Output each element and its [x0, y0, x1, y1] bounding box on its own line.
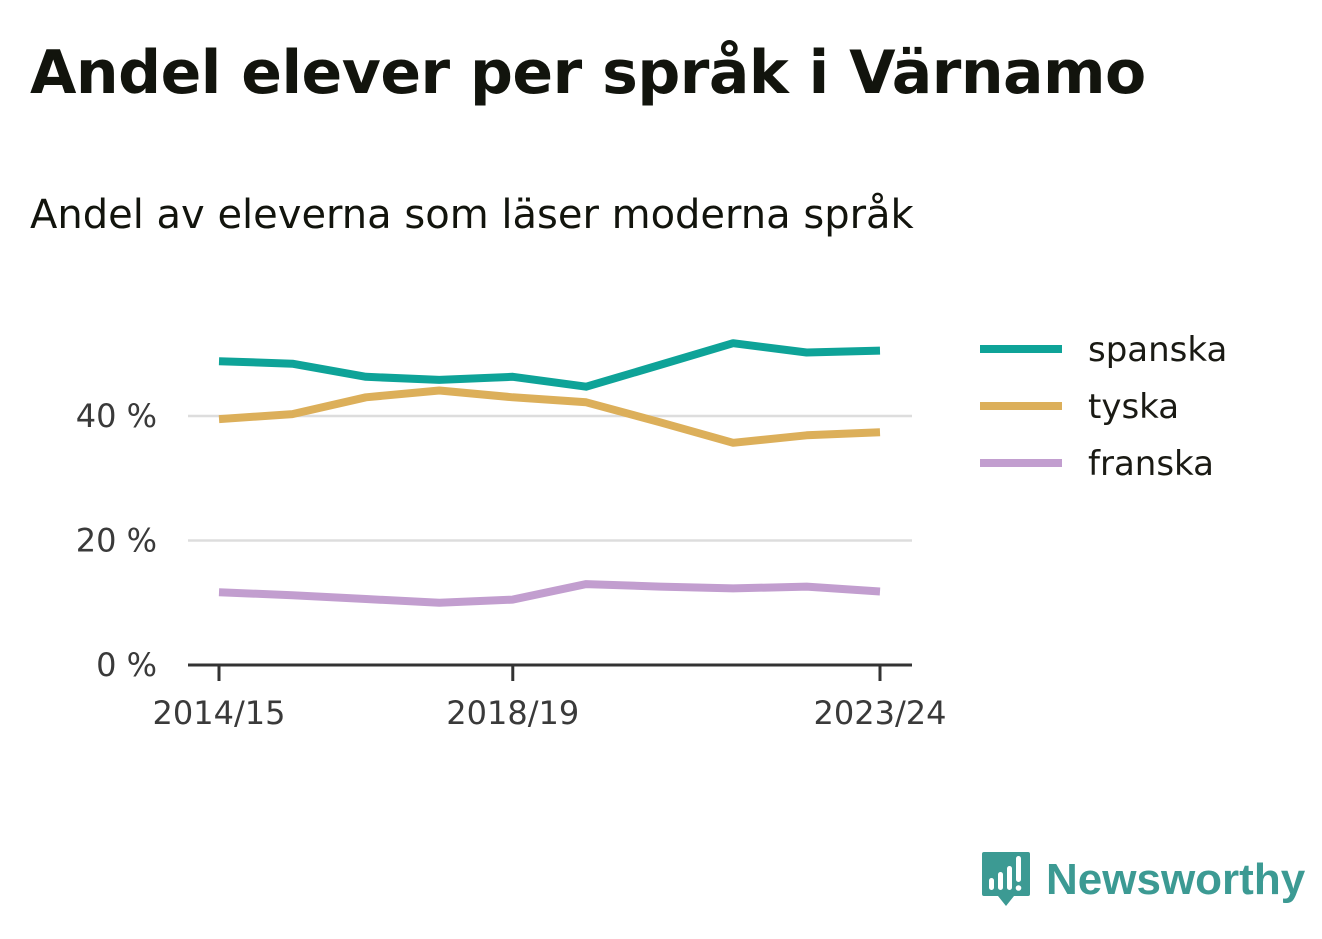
- legend: spanska tyska franska: [980, 330, 1227, 484]
- series-line-tyska: [218, 386, 881, 447]
- chart-title: Andel elever per språk i Värnamo: [30, 38, 1146, 108]
- legend-label-franska: franska: [1088, 444, 1214, 484]
- y-tick-label: 20 %: [76, 522, 157, 560]
- brand-name: Newsworthy: [1046, 855, 1306, 904]
- series-line-spanska: [218, 339, 881, 391]
- legend-label-spanska: spanska: [1088, 330, 1227, 370]
- chart-subtitle: Andel av eleverna som läser moderna språ…: [30, 192, 914, 238]
- y-tick-label: 0 %: [96, 646, 157, 684]
- brand-logo: Newsworthy: [980, 850, 1305, 910]
- x-tick-label: 2018/19: [446, 694, 579, 732]
- series-lines: [218, 339, 881, 607]
- x-axis-ticks: 2014/15 2018/19 2023/24: [153, 665, 947, 732]
- series-line-franska: [218, 580, 881, 607]
- y-tick-label: 40 %: [76, 397, 157, 435]
- legend-label-tyska: tyska: [1088, 387, 1179, 427]
- grid-lines: [188, 414, 912, 542]
- bar-chart-speech-bubble-icon: [982, 852, 1030, 906]
- x-tick-label: 2023/24: [814, 694, 947, 732]
- x-tick-label: 2014/15: [153, 694, 286, 732]
- y-axis-ticks: 0 % 20 % 40 %: [76, 397, 157, 684]
